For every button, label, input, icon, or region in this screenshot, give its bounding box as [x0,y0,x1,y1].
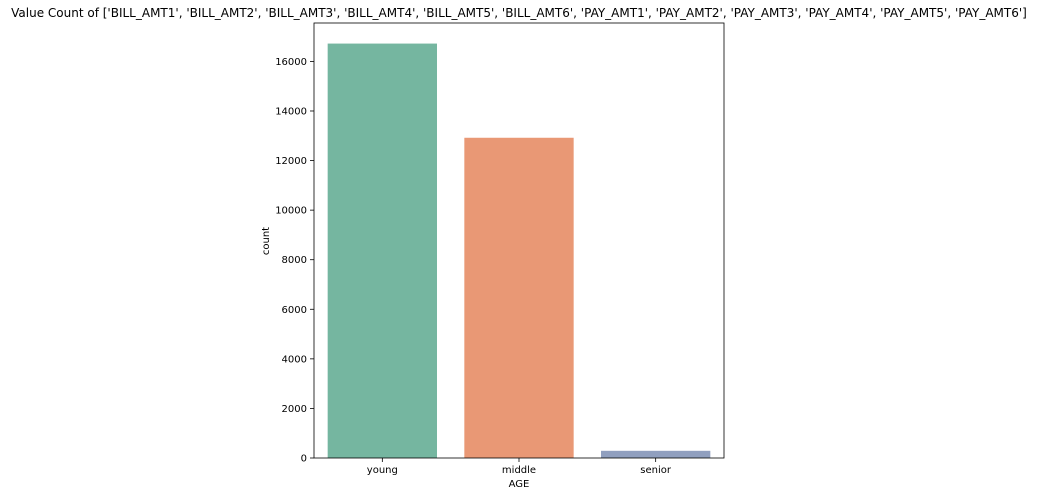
x-tick-label-senior: senior [640,465,672,476]
x-axis: young middle senior [367,458,672,476]
y-tick-label: 14000 [275,106,307,117]
y-tick-label: 12000 [275,156,307,167]
y-axis-label: count [261,227,272,255]
y-axis: 0 2000 4000 6000 8000 10000 12000 14000 16000 [275,57,314,465]
plot-frame [313,22,725,459]
x-tick-label-young: young [367,465,398,476]
x-tick-label-middle: middle [502,465,536,476]
bar-young [327,43,437,458]
y-tick-label: 16000 [275,57,307,68]
y-tick-label: 4000 [282,354,307,365]
y-tick-label: 10000 [275,206,307,217]
chart-title: Value Count of ['BILL_AMT1', 'BILL_AMT2'… [11,6,1027,20]
bar-middle [464,137,574,458]
y-tick-label: 6000 [282,305,307,316]
y-tick-label: 8000 [282,255,307,266]
x-axis-label: AGE [509,479,530,490]
y-tick-label: 0 [301,454,307,465]
bars-group [327,43,711,458]
y-tick-label: 2000 [282,404,307,415]
bar-senior [601,450,711,458]
